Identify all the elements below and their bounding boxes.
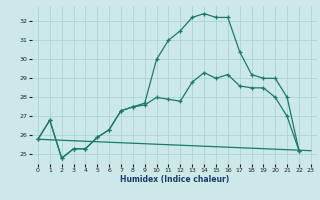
X-axis label: Humidex (Indice chaleur): Humidex (Indice chaleur) [120, 175, 229, 184]
